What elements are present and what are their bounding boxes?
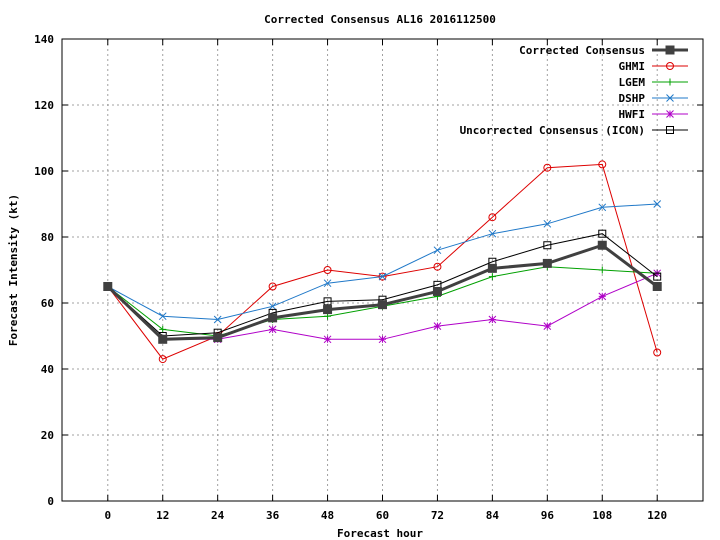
series-0 <box>103 240 662 344</box>
legend-label: GHMI <box>619 60 646 73</box>
data-point <box>323 266 332 274</box>
data-point <box>378 300 387 310</box>
data-point <box>597 240 607 250</box>
data-point <box>268 313 278 323</box>
x-tick-label: 36 <box>266 509 280 522</box>
x-tick-label: 72 <box>431 509 444 522</box>
x-tick-label: 60 <box>376 509 389 522</box>
x-axis-label: Forecast hour <box>337 527 423 540</box>
data-point <box>158 355 167 364</box>
x-tick-label: 96 <box>541 509 555 522</box>
y-tick-label: 120 <box>34 99 54 112</box>
data-point <box>213 315 222 324</box>
x-tick-label: 120 <box>647 509 667 522</box>
series-layer <box>103 160 662 364</box>
legend-marker <box>666 94 674 102</box>
x-tick-label: 0 <box>104 509 111 522</box>
data-point <box>378 272 387 281</box>
x-tick-label: 108 <box>592 509 612 522</box>
data-point <box>543 163 552 172</box>
data-point <box>159 325 167 333</box>
legend-item: LGEM <box>619 76 688 89</box>
data-point <box>543 322 552 330</box>
y-axis-label: Forecast Intensity (kt) <box>7 194 20 346</box>
data-point <box>323 305 333 315</box>
legend-marker <box>666 126 674 134</box>
legend-label: LGEM <box>619 76 646 89</box>
data-point <box>488 273 496 281</box>
x-tick-label: 48 <box>321 509 334 522</box>
data-point <box>653 348 662 357</box>
series-line <box>107 233 658 337</box>
data-point <box>433 246 442 255</box>
x-tick-label: 12 <box>156 509 169 522</box>
data-point <box>323 335 332 344</box>
legend-label: Uncorrected Consensus (ICON) <box>460 124 645 137</box>
x-tick-label: 24 <box>211 509 225 522</box>
legend-marker <box>666 78 674 86</box>
y-tick-label: 20 <box>41 429 54 442</box>
data-point <box>598 160 607 169</box>
axis-ticks: 0 12 24 36 48 60 72 84 96 108 120 0 20 40 60 80 100 120 14… <box>34 33 703 522</box>
data-point <box>653 272 662 281</box>
data-point <box>323 297 332 306</box>
legend-marker <box>666 110 674 118</box>
data-point <box>268 302 277 311</box>
legend-item: DSHP <box>619 92 688 105</box>
data-point <box>432 286 442 296</box>
series-3 <box>103 200 662 324</box>
data-point <box>213 333 223 343</box>
data-point <box>488 315 497 324</box>
legend-item: Uncorrected Consensus (ICON) <box>460 124 688 137</box>
y-tick-label: 140 <box>34 33 54 46</box>
data-point <box>598 229 607 238</box>
data-point <box>598 203 607 212</box>
data-point <box>103 282 113 291</box>
data-point <box>158 312 167 321</box>
legend-item: HWFI <box>619 108 688 121</box>
data-point <box>433 322 442 330</box>
y-tick-label: 100 <box>34 165 54 178</box>
data-point <box>542 258 552 268</box>
data-point <box>543 241 552 250</box>
data-point <box>433 262 442 271</box>
legend-item: GHMI <box>619 60 688 73</box>
legend-label: DSHP <box>619 92 646 105</box>
data-point <box>323 279 332 288</box>
legend-label: HWFI <box>619 108 646 121</box>
x-tick-label: 84 <box>486 509 500 522</box>
data-point <box>268 325 277 334</box>
data-point <box>158 334 168 344</box>
data-point <box>488 229 497 238</box>
legend-label: Corrected Consensus <box>519 44 645 57</box>
y-tick-label: 60 <box>41 297 54 310</box>
data-point <box>378 335 387 344</box>
legend-marker <box>665 45 675 55</box>
legend: Corrected Consensus GHMI LGEM DSHP HWFI Uncor… <box>460 44 688 137</box>
data-point <box>268 282 277 291</box>
data-point <box>598 292 607 301</box>
data-point <box>487 263 497 273</box>
chart-title: Corrected Consensus AL16 2016112500 <box>264 13 496 26</box>
legend-marker <box>666 62 674 70</box>
y-tick-label: 0 <box>47 495 54 508</box>
data-point <box>653 200 662 208</box>
data-point <box>488 213 497 222</box>
y-tick-label: 80 <box>41 231 54 244</box>
legend-item: Corrected Consensus <box>519 44 688 57</box>
data-point <box>652 282 662 291</box>
data-point <box>598 266 606 274</box>
y-tick-label: 40 <box>41 363 54 376</box>
data-point <box>543 219 552 228</box>
